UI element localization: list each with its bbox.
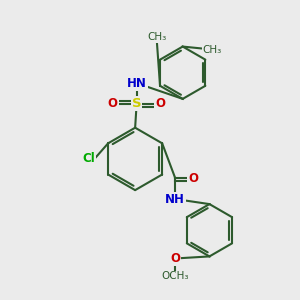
Text: OCH₃: OCH₃ xyxy=(161,271,189,281)
Text: O: O xyxy=(155,98,165,110)
Text: S: S xyxy=(132,98,141,110)
Text: HN: HN xyxy=(127,76,147,90)
Text: CH₃: CH₃ xyxy=(203,44,222,55)
Text: CH₃: CH₃ xyxy=(147,32,166,42)
Text: Cl: Cl xyxy=(83,152,95,165)
Text: O: O xyxy=(108,98,118,110)
Text: O: O xyxy=(188,172,198,185)
Text: NH: NH xyxy=(165,193,185,206)
Text: O: O xyxy=(170,252,180,265)
